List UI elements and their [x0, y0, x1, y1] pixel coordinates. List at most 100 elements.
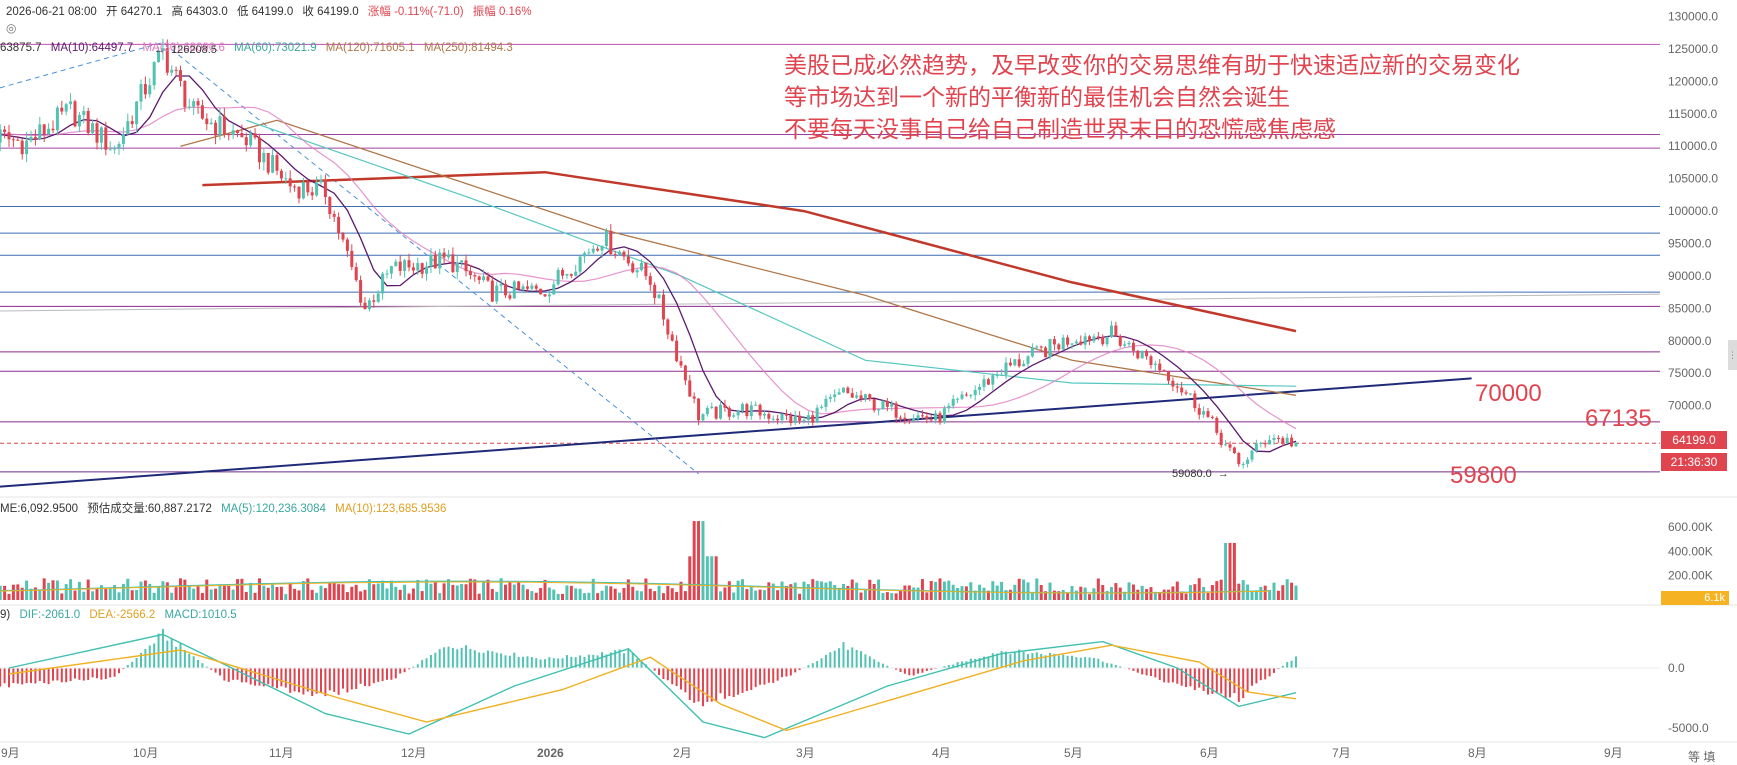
volume-bar — [465, 584, 468, 600]
volume-bar — [899, 590, 902, 600]
volume-bar — [214, 589, 217, 600]
volume-bar — [772, 584, 775, 600]
macd-histogram-bar — [333, 668, 335, 692]
candle-body — [1286, 438, 1289, 443]
macd-histogram-bar — [746, 668, 748, 691]
candle-body — [772, 419, 775, 420]
candle-body — [877, 409, 880, 410]
candle-body — [1075, 342, 1078, 344]
macd-histogram-bar — [557, 659, 559, 668]
candle-body — [605, 231, 608, 246]
macd-tick-label: -5000.0 — [1668, 721, 1709, 735]
drag-handle-icon[interactable]: ⋮ — [1728, 340, 1737, 370]
candle-body — [658, 295, 661, 298]
macd-histogram-bar — [70, 668, 72, 681]
candle-body — [851, 393, 854, 397]
macd-histogram-bar — [109, 668, 111, 677]
macd-histogram-bar — [61, 668, 63, 682]
candle-body — [1031, 348, 1034, 357]
level-label-67135: 67135 — [1585, 405, 1652, 433]
macd-dea: DEA:-2566.2 — [89, 609, 155, 621]
volume-bar — [82, 592, 85, 600]
volume-bar — [1075, 591, 1078, 600]
volume-bar — [956, 588, 959, 600]
volume-bar — [965, 586, 968, 600]
volume-bar — [631, 587, 634, 600]
volume-bar — [170, 593, 173, 600]
macd-histogram-bar — [1009, 654, 1011, 668]
volume-bar — [767, 582, 770, 600]
volume-bar — [320, 586, 323, 600]
candle-body — [675, 341, 678, 362]
candle-body — [258, 137, 261, 162]
candle-body — [359, 280, 362, 303]
candle-body — [1273, 438, 1276, 440]
macd-histogram-bar — [1097, 659, 1099, 668]
macd-histogram-bar — [904, 668, 906, 674]
candle-body — [500, 284, 503, 286]
macd-histogram-bar — [728, 668, 730, 696]
macd-histogram-bar — [842, 642, 844, 668]
candle-body — [451, 254, 454, 272]
volume-bar — [759, 590, 762, 600]
volume-bar — [557, 594, 560, 600]
candle-body — [337, 217, 340, 233]
candle-body — [1220, 433, 1223, 445]
candle-body — [627, 256, 630, 263]
volume-bar — [807, 584, 810, 600]
macd-legend: 9) DIF:-2061.0 DEA:-2566.2 MACD:1010.5 — [0, 608, 243, 622]
candle-body — [109, 149, 112, 150]
y-tick-label: 130000.0 — [1668, 9, 1718, 23]
candle-body — [122, 134, 125, 144]
candle-body — [820, 407, 823, 408]
candle-body — [614, 254, 617, 255]
ma-legend-10: MA(10):64497.7 — [51, 42, 133, 54]
candle-body — [8, 132, 11, 139]
y-tick-label: 125000.0 — [1668, 42, 1718, 56]
volume-bar — [693, 521, 696, 600]
macd-histogram-bar — [373, 668, 375, 683]
macd-histogram-bar — [724, 668, 726, 699]
volume-bar — [438, 593, 441, 600]
candle-body — [1106, 337, 1109, 344]
macd-histogram-bar — [443, 647, 445, 668]
candle-body — [838, 392, 841, 394]
macd-histogram-bar — [790, 668, 792, 676]
candle-body — [618, 252, 621, 255]
volume-bar — [912, 588, 915, 600]
candle-body — [750, 405, 753, 416]
volume-bar — [478, 594, 481, 600]
macd-histogram-bar — [1137, 668, 1139, 673]
volume-ma10: MA(10):123,685.9536 — [335, 503, 446, 515]
volume-bar — [126, 579, 129, 600]
volume-bar — [1281, 585, 1284, 600]
macd-histogram-bar — [706, 668, 708, 702]
volume-bar — [838, 588, 841, 600]
macd-histogram-bar — [404, 668, 406, 672]
macd-histogram-bar — [864, 654, 866, 668]
candle-body — [227, 134, 230, 135]
volume-bar — [1088, 594, 1091, 600]
volume-bar — [741, 579, 744, 600]
candle-body — [824, 399, 827, 407]
candle-body — [377, 293, 380, 301]
candle-body — [983, 379, 986, 387]
eye-icon[interactable]: ◎ — [6, 21, 16, 35]
macd-histogram-bar — [662, 668, 664, 679]
volume-bar — [267, 588, 270, 600]
macd-histogram-bar — [1238, 668, 1240, 702]
candle-body — [306, 182, 309, 192]
candle-body — [1027, 356, 1030, 363]
candle-body — [939, 413, 942, 422]
volume-bar — [636, 591, 639, 600]
volume-bar — [276, 587, 279, 600]
y-tick-label: 110000.0 — [1668, 139, 1717, 153]
macd-histogram-bar — [847, 650, 849, 668]
candle-body — [140, 84, 143, 101]
candle-body — [574, 272, 577, 276]
candle-body — [1079, 342, 1082, 345]
candle-body — [539, 289, 542, 295]
volume-bar — [763, 590, 766, 600]
macd-histogram-bar — [772, 668, 774, 683]
candle-body — [903, 418, 906, 420]
